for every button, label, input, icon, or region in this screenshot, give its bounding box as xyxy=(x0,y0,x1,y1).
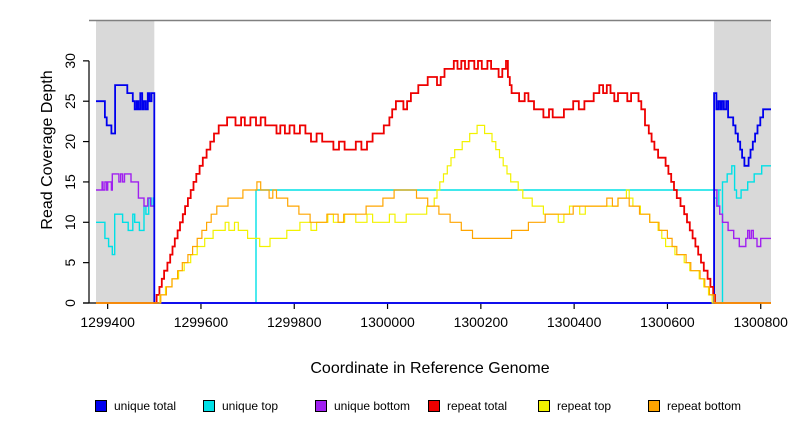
x-axis-title: Coordinate in Reference Genome xyxy=(310,360,549,377)
x-tick-label: 1299800 xyxy=(267,314,322,330)
legend-swatch-rect xyxy=(203,400,215,412)
legend-swatch-repeat-top xyxy=(538,400,550,412)
legend-swatch-rect xyxy=(538,400,550,412)
y-tick-label: 30 xyxy=(62,53,78,69)
legend-label: unique top xyxy=(222,399,279,413)
legend-item-repeat-total: repeat total xyxy=(428,399,507,413)
series-line-unique-total xyxy=(96,84,771,304)
y-tick-label: 0 xyxy=(62,299,78,307)
legend-swatch-rect xyxy=(95,400,107,412)
legend-item-repeat-bottom: repeat bottom xyxy=(648,399,741,413)
legend-swatch-unique-top xyxy=(203,400,215,412)
y-tick-label: 20 xyxy=(62,134,78,150)
x-tick-label: 1300400 xyxy=(547,314,602,330)
series-line-repeat-top xyxy=(96,124,771,304)
plot-canvas: 1299400 1299600 1299800 1300000 1300200 13004… xyxy=(39,19,788,377)
y-axis-title: Read Coverage Depth xyxy=(39,70,56,229)
shaded-flank-region xyxy=(714,20,771,303)
series-line-repeat-total xyxy=(96,60,771,304)
legend-swatch-rect xyxy=(315,400,327,412)
x-tick-label: 1299400 xyxy=(80,314,135,330)
legend-swatch-unique-bottom xyxy=(315,400,327,412)
y-tick-label: 25 xyxy=(62,93,78,109)
x-tick-label: 1299600 xyxy=(174,314,229,330)
series-line-repeat-bottom xyxy=(96,181,771,304)
series-line-unique-top xyxy=(96,165,771,304)
plot-legend: unique total unique top unique bottom re… xyxy=(0,399,792,419)
legend-label: repeat bottom xyxy=(667,399,742,413)
legend-label: repeat top xyxy=(557,399,612,413)
y-tick-label: 5 xyxy=(62,259,78,267)
series-line-unique-bottom xyxy=(96,173,771,304)
legend-label: unique bottom xyxy=(334,399,411,413)
y-tick-label: 10 xyxy=(62,214,78,230)
plot-series-layer xyxy=(96,60,771,304)
x-tick-label: 1300800 xyxy=(733,314,788,330)
x-tick-label: 1300000 xyxy=(360,314,415,330)
legend-swatch-rect xyxy=(428,400,440,412)
shaded-flank-region xyxy=(95,20,155,303)
legend-item-unique-top: unique top xyxy=(203,399,278,413)
legend-swatch-repeat-total xyxy=(428,400,440,412)
legend-label: repeat total xyxy=(447,399,508,413)
legend-item-unique-bottom: unique bottom xyxy=(315,399,410,413)
y-tick-label: 15 xyxy=(62,174,78,190)
plot-base-layer: 1299400 1299600 1299800 1300000 1300200 13004… xyxy=(62,19,788,330)
legend-swatch-unique-total xyxy=(95,400,107,412)
x-tick-label: 1300200 xyxy=(454,314,509,330)
legend-swatch-repeat-bottom xyxy=(648,400,660,412)
legend-item-unique-total: unique total xyxy=(95,399,176,413)
x-tick-label: 1300600 xyxy=(640,314,695,330)
legend-swatch-rect xyxy=(648,400,660,412)
legend-label: unique total xyxy=(114,399,177,413)
legend-item-repeat-top: repeat top xyxy=(538,399,611,413)
